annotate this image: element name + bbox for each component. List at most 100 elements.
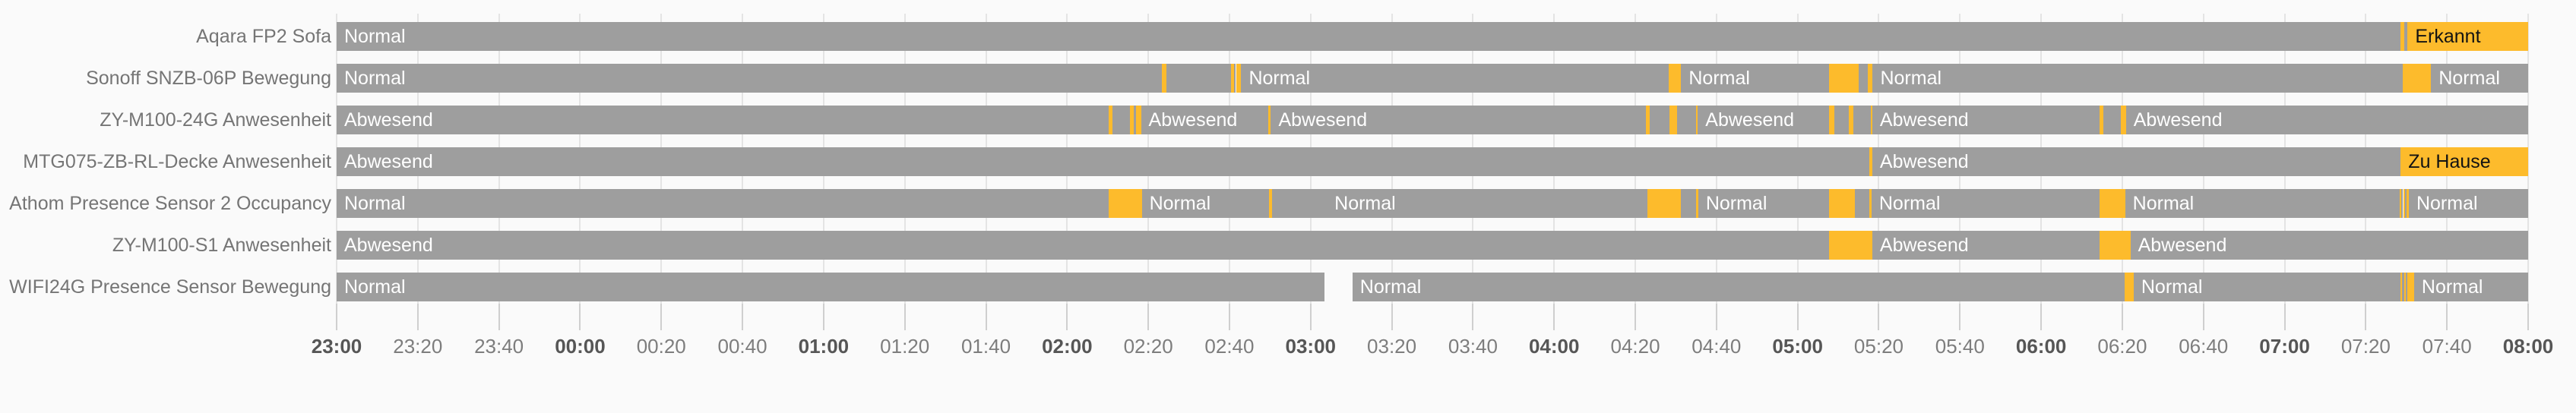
timeline-segment[interactable]: Normal (2413, 273, 2528, 301)
timeline-segment[interactable] (1268, 106, 1271, 134)
timeline-segment[interactable] (1135, 106, 1141, 134)
timeline-segment[interactable]: Normal (1871, 189, 2100, 218)
timeline-segment[interactable] (1271, 189, 1328, 218)
timeline-segment[interactable] (2402, 64, 2432, 93)
timeline-segment[interactable]: Zu Hause (2400, 147, 2528, 176)
timeline-segment[interactable] (1858, 64, 1868, 93)
timeline-segment[interactable] (1162, 64, 1167, 93)
axis-tick-label: 01:00 (798, 335, 850, 358)
timeline-segment[interactable] (1829, 64, 1859, 93)
timeline-segment[interactable] (1853, 106, 1871, 134)
timeline-segment[interactable]: Abwesend (1872, 147, 2401, 176)
timeline-segment[interactable] (2100, 189, 2125, 218)
axis-tick-label: 07:20 (2340, 335, 2391, 358)
timeline-segment[interactable] (2100, 106, 2103, 134)
timeline-segment[interactable]: Normal (1681, 64, 1830, 93)
timeline-segment[interactable] (1854, 189, 1869, 218)
segment-label: Normal (1688, 68, 1750, 89)
timeline-segment[interactable]: Normal (1698, 189, 1829, 218)
timeline-segment[interactable] (2100, 231, 2131, 260)
timeline-segment[interactable] (1869, 189, 1872, 218)
timeline-segment[interactable] (2407, 273, 2414, 301)
timeline-segment[interactable] (2404, 22, 2408, 51)
timeline-segment[interactable] (2403, 189, 2405, 218)
timeline-segment[interactable] (2400, 189, 2402, 218)
timeline-segment[interactable] (2402, 273, 2404, 301)
timeline-segment[interactable]: Normal (1141, 189, 1270, 218)
axis-tick-label: 00:20 (636, 335, 686, 358)
timeline-segment[interactable]: Erkannt (2407, 22, 2528, 51)
timeline-segment[interactable] (1231, 64, 1235, 93)
timeline-segment[interactable] (2120, 106, 2126, 134)
timeline-segment[interactable] (1134, 106, 1136, 134)
timeline-segment[interactable]: Normal (337, 64, 1163, 93)
timeline-segment[interactable] (1646, 106, 1650, 134)
timeline-segment[interactable]: Abwesend (1141, 106, 1269, 134)
timeline-segment[interactable] (1669, 64, 1682, 93)
timeline-segment[interactable] (1109, 189, 1142, 218)
timeline-segment[interactable]: Normal (2133, 273, 2401, 301)
timeline-segment[interactable]: Normal (2431, 64, 2528, 93)
timeline-segment[interactable]: Normal (337, 189, 1109, 218)
timeline-segment[interactable] (2404, 273, 2406, 301)
timeline-segment[interactable] (1828, 231, 1872, 260)
timeline-segment[interactable] (1867, 64, 1873, 93)
timeline-segment[interactable] (1650, 106, 1670, 134)
timeline-segment[interactable]: Abwesend (1698, 106, 1829, 134)
timeline-segment[interactable] (1870, 106, 1872, 134)
axis-tick-label: 07:40 (2422, 335, 2472, 358)
timeline-segment[interactable] (1109, 106, 1112, 134)
timeline-segment[interactable]: Normal (337, 22, 2401, 51)
timeline-segment[interactable] (1681, 189, 1696, 218)
timeline-segment[interactable]: Abwesend (2130, 231, 2528, 260)
timeline-segment[interactable]: Normal (1352, 273, 2125, 301)
row-label: MTG075-ZB-RL-Decke Anwesenheit (23, 151, 331, 172)
timeline-segment[interactable]: Abwesend (2125, 106, 2528, 134)
axis-tick-label: 04:00 (1528, 335, 1580, 358)
timeline-segment[interactable]: Abwesend (337, 231, 1829, 260)
segment-label: Abwesend (1148, 109, 1238, 131)
segment-label: Abwesend (1705, 109, 1795, 131)
timeline-segment[interactable] (1828, 106, 1834, 134)
timeline-segment[interactable] (2103, 106, 2121, 134)
timeline-segment[interactable] (2400, 273, 2403, 301)
timeline-segment[interactable] (2125, 273, 2134, 301)
timeline-segment[interactable] (2406, 189, 2409, 218)
timeline-segment[interactable] (2400, 22, 2404, 51)
timeline-segment[interactable]: Normal (1327, 189, 1647, 218)
timeline-segment[interactable]: Abwesend (1872, 106, 2100, 134)
timeline-segment[interactable] (1269, 189, 1272, 218)
timeline-segment[interactable]: Normal (2125, 189, 2400, 218)
axis-tick-mark (985, 304, 987, 330)
timeline-segment[interactable] (1695, 106, 1698, 134)
timeline-segment[interactable] (2405, 273, 2407, 301)
timeline-segment[interactable] (1129, 106, 1135, 134)
timeline-segment[interactable] (1695, 189, 1698, 218)
timeline-segment[interactable] (1669, 106, 1677, 134)
timeline-segment[interactable] (1834, 106, 1849, 134)
axis-tick-label: 06:00 (2015, 335, 2067, 358)
timeline-segment[interactable] (1166, 64, 1232, 93)
axis-tick-mark (2527, 304, 2529, 330)
timeline-segment[interactable] (1848, 106, 1853, 134)
timeline-segment[interactable]: Abwesend (1872, 231, 2100, 260)
timeline-segment[interactable] (1112, 106, 1130, 134)
timeline-segment[interactable]: Abwesend (1271, 106, 1647, 134)
timeline-segment[interactable] (1869, 147, 1872, 176)
timeline-segment[interactable] (1647, 189, 1682, 218)
timeline-segment[interactable] (2401, 189, 2404, 218)
timeline-segment[interactable]: Normal (2408, 189, 2528, 218)
timeline-segment[interactable]: Normal (337, 273, 1324, 301)
timeline-segment[interactable]: Abwesend (337, 147, 1869, 176)
timeline-segment[interactable]: Normal (1241, 64, 1669, 93)
timeline-segment[interactable]: Normal (1872, 64, 2403, 93)
timeline-segment[interactable] (1676, 106, 1696, 134)
axis-tick-label: 03:40 (1448, 335, 1498, 358)
timeline-segment[interactable] (1234, 64, 1236, 93)
axis-tick-mark (1635, 304, 1637, 330)
timeline-segment[interactable] (1236, 64, 1242, 93)
timeline-segment[interactable]: Abwesend (337, 106, 1109, 134)
timeline-segment[interactable] (1828, 189, 1855, 218)
timeline-segment[interactable] (2404, 189, 2407, 218)
segment-label: Normal (2421, 276, 2483, 298)
